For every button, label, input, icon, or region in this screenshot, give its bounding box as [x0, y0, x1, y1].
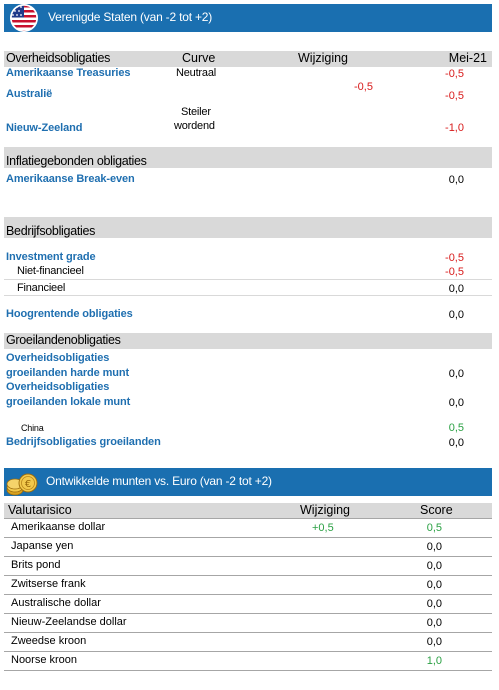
fx-header-title: Ontwikkelde munten vs. Euro (van -2 tot …: [46, 474, 272, 488]
fx-col-change: Wijziging: [300, 503, 351, 517]
fx-row: Zwitserse frank 0,0: [4, 576, 492, 595]
fx-col-risk: Valutarisico: [8, 503, 72, 517]
fx-header-bar: € Ontwikkelde munten vs. Euro (van -2 to…: [4, 468, 492, 496]
row-em-local-label-line1: Overheidsobligaties: [6, 381, 110, 393]
corporate-section-title: Bedrijfsobligaties: [6, 224, 96, 238]
row-financial-value: 0,0: [448, 283, 464, 295]
fx-row-name: Noorse kroon: [11, 654, 78, 666]
row-nz-curve-line2: wordend: [174, 120, 215, 132]
row-em-local-label-line2: groeilanden lokale munt: [6, 396, 131, 408]
govt-change-value: -0,5: [354, 81, 373, 93]
row-nz-curve-line1: Steiler: [181, 106, 211, 118]
row-us-treasuries-label: Amerikaanse Treasuries: [6, 67, 131, 79]
govt-section-header: Overheidsobligaties Curve Wijziging Mei-…: [4, 51, 492, 67]
inflation-section-title: Inflatiegebonden obligaties: [6, 154, 147, 168]
row-investment-grade-label: Investment grade: [6, 251, 96, 263]
row-high-yield-value: 0,0: [448, 309, 464, 321]
fx-row-score: 0,0: [426, 541, 442, 553]
fx-row-name: Zwitserse frank: [11, 578, 86, 590]
fx-row-name: Zweedse kroon: [11, 635, 87, 647]
inflation-section-header: Inflatiegebonden obligaties: [4, 147, 492, 168]
fx-row-name: Australische dollar: [11, 597, 101, 609]
govt-col-curve: Curve: [182, 51, 216, 65]
govt-section-title: Overheidsobligaties: [6, 51, 111, 65]
fx-row-score: 0,0: [426, 560, 442, 572]
fx-col-score: Score: [420, 503, 453, 517]
fx-row: Zweedse kroon 0,0: [4, 633, 492, 652]
row-us-breakeven-label: Amerikaanse Break-even: [6, 173, 135, 185]
us-header-bar: Verenigde Staten (van -2 tot +2): [4, 4, 492, 32]
fx-row: Brits pond 0,0: [4, 557, 492, 576]
coins-icon: €: [6, 473, 38, 496]
row-non-financial-value: -0,5: [445, 266, 464, 278]
fx-row: Amerikaanse dollar +0,5 0,5: [4, 519, 492, 538]
row-china-value: 0,5: [448, 422, 464, 434]
fx-row-change: +0,5: [312, 522, 334, 534]
row-nz-value: -1,0: [445, 122, 464, 134]
row-us-treasuries-value: -0,5: [445, 68, 464, 80]
row-financial-label: Financieel: [17, 282, 66, 294]
fx-row-name: Nieuw-Zeelandse dollar: [11, 616, 127, 628]
row-australia-label: Australië: [6, 88, 53, 100]
fx-row: Nieuw-Zeelandse dollar 0,0: [4, 614, 492, 633]
row-em-hard-label-line2: groeilanden harde munt: [6, 367, 130, 379]
row-non-financial-label: Niet-financieel: [17, 265, 84, 277]
row-china-label: China: [21, 423, 44, 433]
row-investment-grade-value: -0,5: [445, 252, 464, 264]
fx-row-score: 0,0: [426, 598, 442, 610]
fx-row-name: Amerikaanse dollar: [11, 521, 106, 533]
fx-row: Australische dollar 0,0: [4, 595, 492, 614]
fx-row: Japanse yen 0,0: [4, 538, 492, 557]
fx-row-score: 0,0: [426, 617, 442, 629]
fx-row-score: 0,0: [426, 636, 442, 648]
govt-col-month: Mei-21: [448, 51, 487, 65]
fx-row-score: 0,5: [426, 522, 442, 534]
us-header-title: Verenigde Staten (van -2 tot +2): [48, 10, 213, 24]
fx-row: Noorse kroon 1,0: [4, 652, 492, 671]
corporate-section-header: Bedrijfsobligaties: [4, 217, 492, 238]
emerging-section-title: Groeilandenobligaties: [6, 333, 121, 347]
row-em-corporate-label: Bedrijfsobligaties groeilanden: [6, 436, 161, 448]
row-high-yield-label: Hoogrentende obligaties: [6, 308, 133, 320]
fx-row-score: 1,0: [426, 655, 442, 667]
fx-row-name: Japanse yen: [11, 540, 74, 552]
fx-row-name: Brits pond: [11, 559, 61, 571]
emerging-section-header: Groeilandenobligaties: [4, 333, 492, 349]
fx-column-header: Valutarisico Wijziging Score: [4, 503, 492, 519]
row-divider: [4, 295, 492, 296]
row-us-treasuries-curve: Neutraal: [176, 67, 216, 79]
row-nz-label: Nieuw-Zeeland: [6, 122, 83, 134]
row-em-hard-value: 0,0: [448, 368, 464, 380]
row-divider: [4, 279, 492, 280]
govt-col-change: Wijziging: [298, 51, 349, 65]
us-flag-icon: [10, 4, 38, 32]
row-em-corporate-value: 0,0: [448, 437, 464, 449]
row-em-hard-label-line1: Overheidsobligaties: [6, 352, 110, 364]
row-em-local-value: 0,0: [448, 397, 464, 409]
row-us-breakeven-value: 0,0: [448, 174, 464, 186]
fx-row-score: 0,0: [426, 579, 442, 591]
svg-text:€: €: [25, 479, 31, 490]
row-australia-value: -0,5: [445, 90, 464, 102]
